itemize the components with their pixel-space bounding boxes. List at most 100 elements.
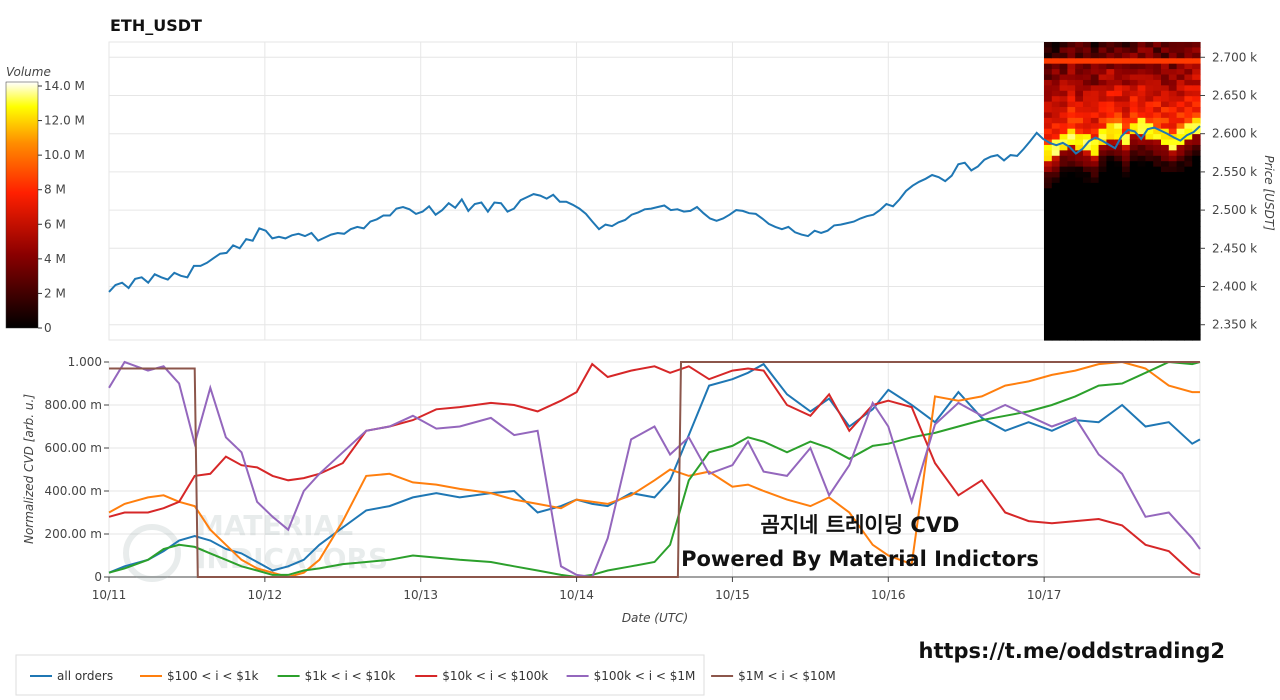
- heatmap-cell: [1153, 280, 1162, 287]
- heatmap-cell: [1129, 318, 1139, 325]
- heatmap-cell: [1106, 307, 1115, 314]
- heatmap-cell: [1051, 90, 1061, 97]
- heatmap-cell: [1129, 177, 1139, 184]
- heatmap-cell: [1184, 247, 1193, 254]
- heatmap-cell: [1051, 242, 1061, 249]
- heatmap-cell: [1161, 247, 1170, 254]
- heatmap-cell: [1122, 318, 1131, 325]
- heatmap-cell: [1176, 291, 1185, 298]
- heatmap-cell: [1176, 296, 1185, 303]
- heatmap-cell: [1098, 209, 1107, 216]
- heatmap-cell: [1168, 334, 1178, 341]
- heatmap-cell: [1106, 334, 1115, 341]
- heatmap-cell: [1059, 258, 1068, 265]
- heatmap-cell: [1075, 329, 1084, 336]
- chart-title: ETH_USDT: [110, 16, 202, 35]
- heatmap-cell: [1051, 247, 1061, 254]
- heatmap-cell: [1114, 323, 1123, 330]
- heatmap-cell: [1044, 134, 1053, 141]
- heatmap-cell: [1137, 226, 1146, 233]
- heatmap-cell: [1051, 220, 1061, 227]
- heatmap-cell: [1114, 209, 1123, 216]
- cvd-grid: [108, 361, 1201, 578]
- heatmap-cell: [1168, 302, 1178, 309]
- heatmap-cell: [1168, 58, 1178, 65]
- heatmap-cell: [1122, 264, 1131, 271]
- heatmap-cell: [1083, 52, 1092, 59]
- heatmap-cell: [1192, 112, 1201, 119]
- heatmap-cell: [1153, 193, 1162, 200]
- heatmap-cell: [1153, 204, 1162, 211]
- heatmap-cell: [1161, 258, 1170, 265]
- heatmap-cell: [1051, 274, 1061, 281]
- heatmap-cell: [1176, 193, 1185, 200]
- heatmap-cell: [1059, 101, 1068, 108]
- heatmap-cell: [1114, 182, 1123, 189]
- cvd-frame: [108, 361, 1201, 578]
- price-axis-ticks: 2.350 k 2.400 k 2.450 k 2.500 k 2.550 k 2.600…: [1200, 50, 1257, 332]
- heatmap-cell: [1122, 182, 1131, 189]
- heatmap-cell: [1145, 172, 1154, 179]
- heatmap-cell: [1044, 42, 1053, 49]
- heatmap-cell: [1161, 242, 1170, 249]
- heatmap-cell: [1137, 182, 1146, 189]
- cvd-plot: [108, 360, 1201, 579]
- heatmap-cell: [1153, 274, 1162, 281]
- heatmap-cell: [1129, 123, 1139, 130]
- heatmap-cell: [1122, 296, 1131, 303]
- heatmap-cell: [1059, 253, 1068, 260]
- heatmap-cell: [1168, 112, 1178, 119]
- heatmap-cell: [1145, 58, 1154, 65]
- price-tick-label: 2.400 k: [1212, 280, 1257, 294]
- date-axis-label: Date (UTC): [622, 611, 688, 625]
- heatmap-cell: [1044, 155, 1053, 162]
- heatmap-cell: [1161, 188, 1170, 195]
- heatmap-cell: [1098, 42, 1107, 49]
- heatmap-cell: [1083, 155, 1092, 162]
- heatmap-cell: [1137, 42, 1146, 49]
- heatmap-cell: [1059, 117, 1068, 124]
- heatmap-cell: [1114, 242, 1123, 249]
- heatmap-cell: [1137, 47, 1146, 54]
- heatmap-cell: [1059, 193, 1068, 200]
- heatmap-cell: [1075, 199, 1084, 206]
- heatmap-cell: [1051, 307, 1061, 314]
- volume-tick-label: 10.0 M: [44, 148, 85, 162]
- heatmap-cell: [1075, 193, 1084, 200]
- heatmap-cell: [1176, 172, 1185, 179]
- heatmap-cell: [1161, 74, 1170, 81]
- heatmap-cell: [1114, 58, 1123, 65]
- volume-tick-label: 0: [44, 321, 52, 335]
- heatmap-cell: [1114, 144, 1123, 151]
- heatmap-cell: [1176, 242, 1185, 249]
- heatmap-cell: [1090, 101, 1100, 108]
- heatmap-cell: [1106, 172, 1115, 179]
- date-tick-label: 10/11: [92, 588, 127, 602]
- heatmap-cell: [1184, 150, 1193, 157]
- heatmap-cell: [1044, 242, 1053, 249]
- heatmap-cell: [1122, 302, 1131, 309]
- heatmap-cell: [1114, 264, 1123, 271]
- heatmap-cell: [1044, 85, 1053, 92]
- heatmap-cell: [1083, 112, 1092, 119]
- volume-tick-label: 8 M: [44, 183, 66, 197]
- date-tick-label: 10/12: [248, 588, 283, 602]
- heatmap-cell: [1184, 123, 1193, 130]
- heatmap-cell: [1106, 285, 1115, 292]
- telegram-link[interactable]: https://t.me/oddstrading2: [919, 639, 1226, 663]
- heatmap-cell: [1137, 296, 1146, 303]
- heatmap-cell: [1098, 296, 1107, 303]
- heatmap-cell: [1145, 90, 1154, 97]
- heatmap-cell: [1067, 242, 1076, 249]
- heatmap-cell: [1176, 220, 1185, 227]
- heatmap-cell: [1184, 226, 1193, 233]
- heatmap-cell: [1067, 123, 1076, 130]
- heatmap-cell: [1153, 166, 1162, 173]
- heatmap-cell: [1176, 123, 1185, 130]
- heatmap-cell: [1075, 253, 1084, 260]
- heatmap-cell: [1122, 220, 1131, 227]
- heatmap-cell: [1137, 274, 1146, 281]
- heatmap-cell: [1090, 150, 1100, 157]
- heatmap-cell: [1153, 134, 1162, 141]
- heatmap-cell: [1176, 280, 1185, 287]
